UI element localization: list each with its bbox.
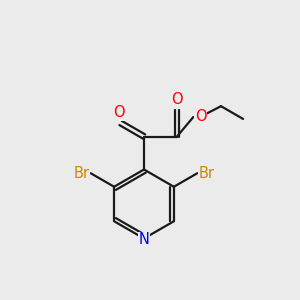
Text: O: O <box>113 105 125 120</box>
Text: Br: Br <box>73 166 89 181</box>
Text: N: N <box>139 232 149 247</box>
Text: O: O <box>171 92 183 106</box>
Text: O: O <box>195 110 206 124</box>
Text: Br: Br <box>199 166 215 181</box>
